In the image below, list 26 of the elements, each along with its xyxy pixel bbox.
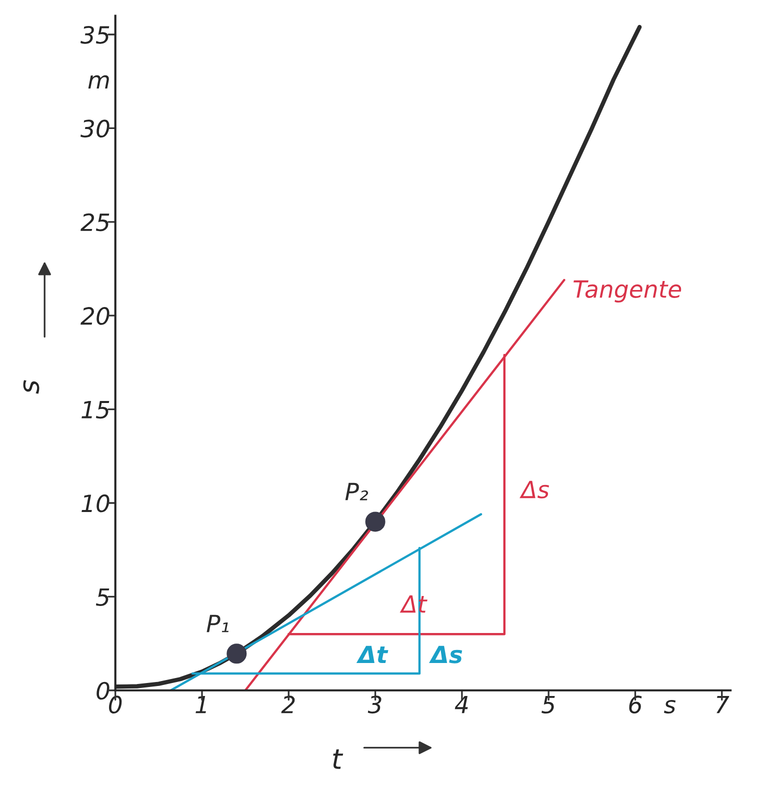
y-tick-label: 5 xyxy=(96,588,110,606)
x-tick-label: 1 xyxy=(196,696,206,714)
annotation: Δs xyxy=(429,646,462,664)
y-axis-title: s xyxy=(23,380,40,394)
y-tick-label: 0 xyxy=(96,682,110,700)
y-tick-label: 10 xyxy=(82,494,110,512)
annotation: Tangente xyxy=(574,280,682,303)
annotation: Δt xyxy=(356,646,388,664)
x-tick-label: 7 xyxy=(716,696,730,714)
x-tick-label: 5 xyxy=(542,696,555,714)
x-tick-label: 2 xyxy=(281,696,295,714)
x-axis-title: t xyxy=(333,749,344,769)
annotation: P₁ xyxy=(206,614,229,632)
y-tick-label: 30 xyxy=(80,120,110,138)
x-tick-label: 3 xyxy=(368,696,382,714)
y-tick-label: 25 xyxy=(80,213,110,232)
x-tick-label: s xyxy=(664,700,676,714)
x-tick-label: 6 xyxy=(629,696,642,714)
annotation: Δs xyxy=(520,480,550,498)
y-tick-label: 35 xyxy=(80,26,110,44)
y-tick-label: m xyxy=(88,75,109,88)
y-tick-label: 15 xyxy=(82,401,110,419)
y-tick-label: 20 xyxy=(80,307,110,325)
x-tick-label: 4 xyxy=(454,696,468,714)
annotation: P₂ xyxy=(345,482,368,500)
x-tick-label: 0 xyxy=(109,696,122,714)
